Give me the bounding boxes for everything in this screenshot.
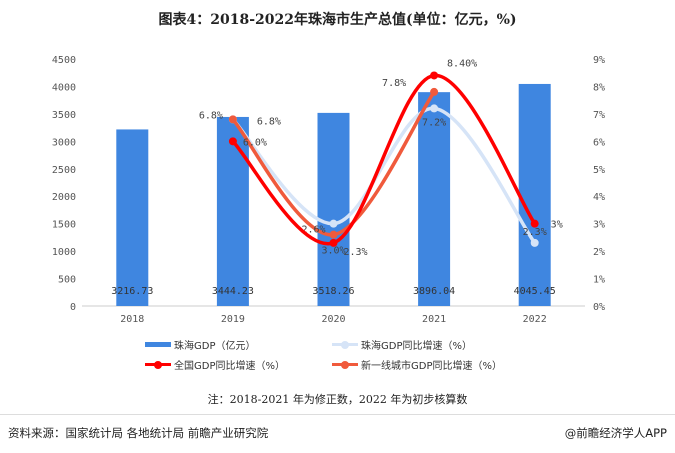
y-right-tick-label: 8% — [593, 82, 605, 93]
y-left-tick-label: 3500 — [52, 110, 76, 121]
x-tick-label: 2019 — [221, 314, 245, 325]
y-right-tick-label: 2% — [593, 247, 605, 258]
bar-zhuhai-gdp — [216, 116, 249, 306]
line-data-label: 7.2% — [422, 117, 446, 128]
y-right-tick-label: 6% — [593, 137, 605, 148]
legend-label: 新一线城市GDP同比增速（%） — [361, 361, 502, 372]
bar-zhuhai-gdp — [317, 112, 350, 306]
legend-swatch — [145, 361, 171, 369]
line-point — [530, 219, 539, 228]
y-left-tick-label: 3000 — [52, 137, 76, 148]
legend-label: 全国GDP同比增速（%） — [174, 361, 285, 372]
line-point — [329, 230, 338, 239]
chart-plot: 0 500 1000 1500 2000 2500 3000 3500 4000 4500 0% 1%… — [52, 55, 605, 325]
y-right-tick-label: 1% — [593, 275, 605, 286]
y-right-tick-label: 4% — [593, 192, 605, 203]
y-left-tick-label: 4500 — [52, 55, 76, 66]
y-right-tick-label: 5% — [593, 165, 605, 176]
line-data-label: 6.8% — [257, 116, 281, 127]
bar-zhuhai-gdp — [518, 83, 551, 307]
y-left-tick-label: 500 — [58, 275, 76, 286]
line-data-label: 8.40% — [447, 58, 477, 69]
y-right-tick-label: 3% — [593, 220, 605, 231]
line-point — [430, 71, 439, 80]
y-right-tick-label: 7% — [593, 110, 605, 121]
line-data-label: 2.6% — [301, 225, 325, 236]
legend-item-zhuhai-gdp: 珠海GDP（亿元） — [145, 337, 255, 352]
y-right-tick-label: 0% — [593, 302, 605, 313]
line-data-label: 6.8% — [199, 110, 223, 121]
x-tick-label: 2020 — [321, 314, 345, 325]
line-data-label: 3% — [551, 220, 563, 231]
legend-label: 珠海GDP（亿元） — [174, 341, 256, 352]
y-right-tick-label: 9% — [593, 55, 605, 66]
bar-data-label: 4045.45 — [514, 286, 556, 297]
line-point — [329, 238, 338, 247]
bar-zhuhai-gdp — [116, 129, 149, 306]
line-point — [228, 137, 237, 146]
line-series-2 — [231, 73, 537, 246]
x-tick-label: 2021 — [422, 314, 446, 325]
y-left-tick-label: 2500 — [52, 165, 76, 176]
line-data-label: 6.0% — [243, 137, 267, 148]
bar-data-label: 3518.26 — [312, 286, 354, 297]
line-data-label: 2.3% — [343, 247, 367, 258]
brand-text: @前瞻经济学人APP — [564, 426, 667, 440]
y-left-tick-label: 1500 — [52, 220, 76, 231]
legend-item-national-growth: 全国GDP同比增速（%） — [145, 357, 285, 372]
line-point — [530, 238, 539, 247]
y-left-tick-label: 4000 — [52, 82, 76, 93]
bar-data-label: 3896.04 — [413, 286, 455, 297]
bar-zhuhai-gdp — [418, 92, 451, 306]
y-left-tick-label: 1000 — [52, 247, 76, 258]
y-left-tick-label: 0 — [70, 302, 76, 313]
divider — [0, 414, 675, 415]
legend-item-zhuhai-growth: 珠海GDP同比增速（%） — [332, 337, 472, 352]
y-left-tick-label: 2000 — [52, 192, 76, 203]
line-point — [430, 104, 439, 113]
legend-swatch — [332, 341, 358, 349]
source-text: 资料来源：国家统计局 各地统计局 前瞻产业研究院 — [8, 426, 269, 440]
x-tick-label: 2022 — [523, 314, 547, 325]
line-data-label: 7.8% — [382, 78, 406, 89]
chart-note: 注：2018-2021 年为修正数，2022 年为初步核算数 — [207, 393, 468, 406]
x-tick-label: 2018 — [120, 314, 144, 325]
line-point — [329, 219, 338, 228]
bar-data-label: 3444.23 — [212, 286, 254, 297]
legend-swatch — [145, 342, 171, 347]
line-data-label: 3.0% — [321, 246, 345, 257]
legend-label: 珠海GDP同比增速（%） — [361, 341, 472, 352]
legend-swatch — [332, 361, 358, 369]
legend-item-tier1-growth: 新一线城市GDP同比增速（%） — [332, 357, 502, 372]
line-point — [430, 87, 439, 96]
bar-data-label: 3216.73 — [111, 286, 153, 297]
line-point — [228, 115, 237, 124]
chart-title: 图表4：2018-2022年珠海市生产总值(单位：亿元，%) — [158, 12, 517, 28]
line-data-label: 2.3% — [523, 227, 547, 238]
line-series-1 — [231, 106, 537, 244]
